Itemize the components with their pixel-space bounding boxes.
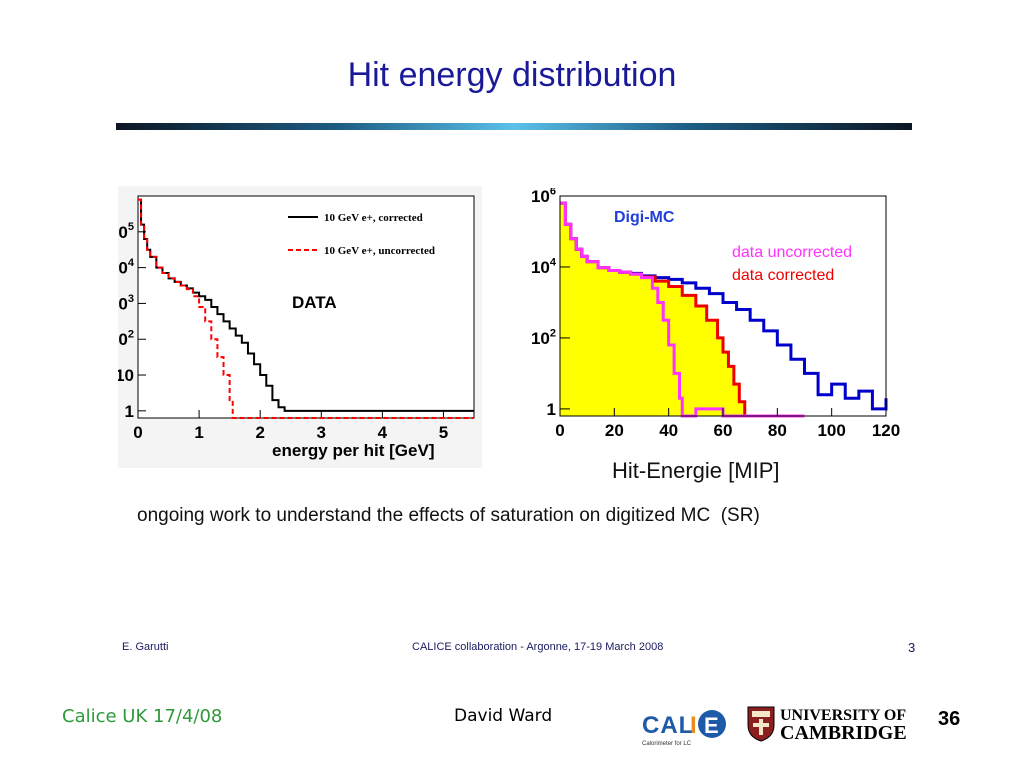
svg-text:Calorimeter for LC: Calorimeter for LC	[642, 741, 692, 747]
left-xtick-label: 2	[255, 423, 264, 442]
left-chart-annotation: DATA	[292, 293, 337, 312]
svg-text:I: I	[690, 712, 697, 739]
svg-text:UNIVERSITY OF: UNIVERSITY OF	[780, 707, 906, 724]
legend-label-corrected: 10 GeV e+, corrected	[324, 212, 423, 224]
right-xtick-label: 20	[605, 421, 624, 440]
left-chart-axes: 0 1 2 3 4 5 1 10 102 103 104 105	[109, 195, 475, 442]
right-xtick-label: 40	[659, 421, 678, 440]
right-ytick-label: 102	[531, 327, 556, 348]
inner-footer-page: 3	[908, 640, 916, 655]
cambridge-logo: UNIVERSITY OF CAMBRIDGE	[747, 706, 907, 743]
right-yellow-fill	[560, 203, 805, 416]
right-xtick-label: 80	[768, 421, 787, 440]
left-xtick-label: 5	[439, 423, 448, 442]
inner-footer-author: E. Garutti	[122, 641, 169, 653]
right-xtick-label: 100	[817, 421, 845, 440]
legend-label-uncorrected: 10 GeV e+, uncorrected	[324, 245, 435, 257]
left-chart-xlabel: energy per hit [GeV]	[272, 441, 434, 460]
right-ytick-label: 104	[531, 256, 557, 277]
right-xtick-label: 60	[714, 421, 733, 440]
left-ytick-label: 1	[125, 402, 134, 421]
page-number: 36	[938, 708, 961, 730]
left-ytick-label: 102	[118, 329, 134, 350]
svg-text:E: E	[704, 713, 719, 738]
left-ytick-label: 105	[118, 221, 134, 242]
footer-author: David Ward	[454, 706, 553, 726]
left-ytick-label: 103	[118, 293, 134, 314]
left-ytick-label: 104	[118, 257, 135, 278]
right-ytick-label: 1	[547, 400, 556, 419]
right-chart-annotation: Digi-MC	[614, 209, 675, 226]
right-chart-axes: 0 20 40 60 80 100 120 1 102 104 106	[531, 185, 900, 440]
left-chart-panel: 0 1 2 3 4 5 1 10 102 103 104 105 DATA energy per hi…	[109, 186, 482, 468]
left-plot-frame	[137, 195, 475, 419]
right-chart-panel: 0 20 40 60 80 100 120 1 102 104 106 Digi-MC data u…	[518, 185, 910, 488]
right-xtick-label: 120	[872, 421, 900, 440]
slide-title: Hit energy distribution	[347, 56, 677, 94]
left-xtick-label: 3	[317, 423, 326, 442]
right-chart-marks	[560, 201, 888, 418]
left-series-uncorrected	[138, 198, 474, 419]
svg-text:CAL: CAL	[642, 712, 694, 739]
left-chart: 0 1 2 3 4 5 1 10 102 103 104 105 DATA energy per hi…	[109, 195, 475, 460]
inner-footer-event: CALICE collaboration - Argonne, 17-19 Ma…	[412, 641, 664, 653]
footer-date: Calice UK 17/4/08	[62, 706, 223, 727]
left-chart-legend: 10 GeV e+, corrected 10 GeV e+, uncorrec…	[288, 212, 435, 257]
left-chart-marks	[138, 198, 474, 419]
right-xtick-label: 0	[555, 421, 564, 440]
slide-caption: ongoing work to understand the effects o…	[137, 505, 760, 526]
title-underline	[116, 123, 912, 130]
left-xtick-label: 1	[194, 423, 203, 442]
svg-text:CAMBRIDGE: CAMBRIDGE	[780, 722, 907, 743]
right-chart-xlabel: Hit-Energie [MIP]	[612, 458, 780, 483]
left-xtick-label: 4	[378, 423, 388, 442]
right-legend-uncorrected: data uncorrected	[732, 244, 852, 261]
right-legend-corrected: data corrected	[732, 267, 834, 284]
right-ytick-label: 106	[531, 188, 556, 206]
left-ytick-label: 10	[118, 366, 134, 385]
left-xtick-label: 0	[133, 423, 142, 442]
right-chart: 0 20 40 60 80 100 120 1 102 104 106 Digi-MC data u…	[531, 185, 900, 483]
calice-logo: CAL I E Calorimeter for LC	[642, 710, 726, 747]
